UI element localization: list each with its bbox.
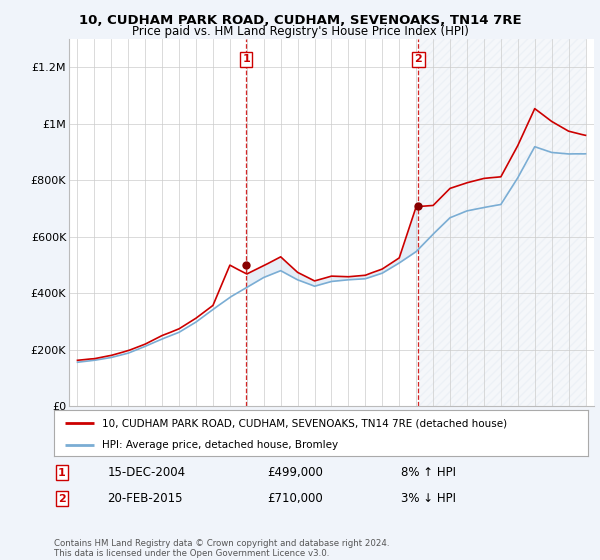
Text: HPI: Average price, detached house, Bromley: HPI: Average price, detached house, Brom… (102, 440, 338, 450)
Text: 8% ↑ HPI: 8% ↑ HPI (401, 466, 456, 479)
Text: £710,000: £710,000 (268, 492, 323, 505)
Text: 3% ↓ HPI: 3% ↓ HPI (401, 492, 456, 505)
Text: Contains HM Land Registry data © Crown copyright and database right 2024.
This d: Contains HM Land Registry data © Crown c… (54, 539, 389, 558)
Text: 15-DEC-2004: 15-DEC-2004 (107, 466, 185, 479)
Text: £499,000: £499,000 (268, 466, 323, 479)
Text: 2: 2 (415, 54, 422, 64)
Text: 10, CUDHAM PARK ROAD, CUDHAM, SEVENOAKS, TN14 7RE (detached house): 10, CUDHAM PARK ROAD, CUDHAM, SEVENOAKS,… (102, 418, 507, 428)
Text: 20-FEB-2015: 20-FEB-2015 (107, 492, 183, 505)
Text: 10, CUDHAM PARK ROAD, CUDHAM, SEVENOAKS, TN14 7RE: 10, CUDHAM PARK ROAD, CUDHAM, SEVENOAKS,… (79, 14, 521, 27)
Text: 1: 1 (242, 54, 250, 64)
Text: 2: 2 (58, 493, 66, 503)
Text: 1: 1 (58, 468, 66, 478)
Text: Price paid vs. HM Land Registry's House Price Index (HPI): Price paid vs. HM Land Registry's House … (131, 25, 469, 38)
